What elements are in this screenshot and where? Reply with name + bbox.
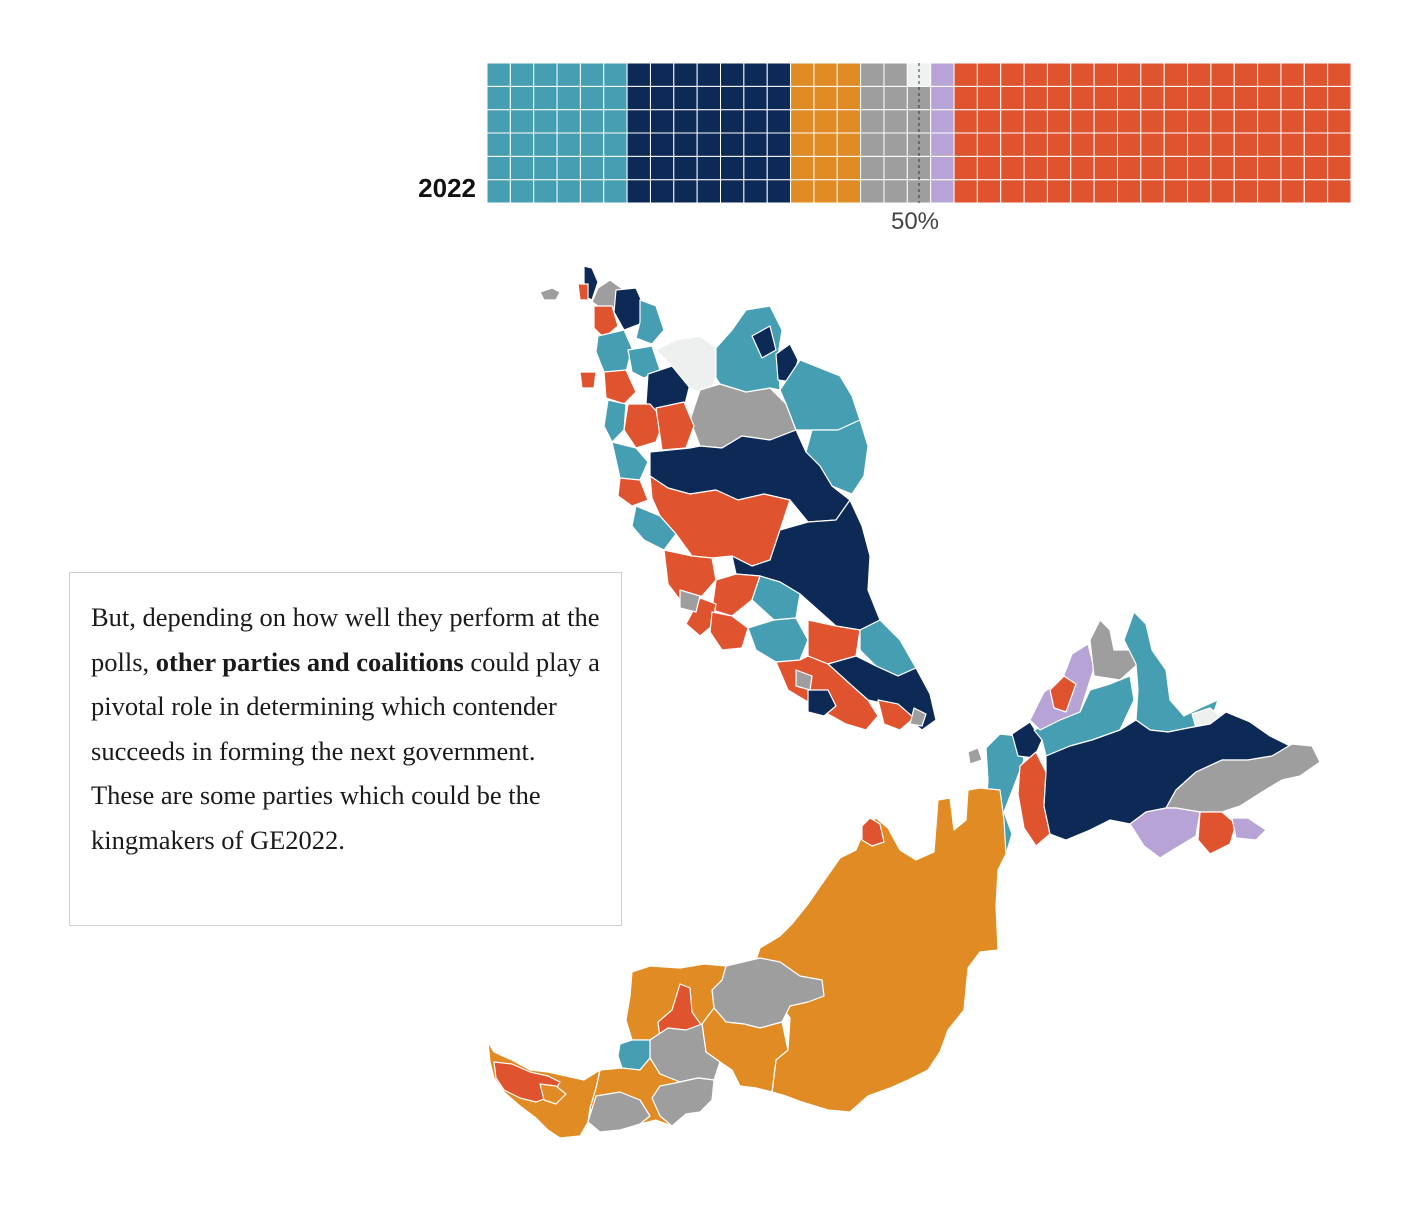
map-region <box>755 787 1007 1113</box>
map-region <box>711 573 761 617</box>
map-region <box>909 707 927 727</box>
map-region <box>617 477 649 507</box>
map-region <box>709 611 749 651</box>
map-region <box>651 1077 715 1127</box>
seat-cell <box>1327 63 1351 87</box>
map-region <box>635 299 665 345</box>
map-region <box>747 617 809 663</box>
map-region <box>595 329 633 373</box>
map-region <box>679 589 701 613</box>
peninsular-malaysia <box>539 265 937 731</box>
sarawak <box>487 787 1007 1139</box>
map-region <box>539 1083 567 1105</box>
map-region <box>539 287 561 301</box>
map-region <box>967 747 983 765</box>
seat-chart-year: 2022 <box>418 173 476 203</box>
map-region <box>577 283 589 301</box>
map-region <box>877 699 915 731</box>
story-text-emphasis: other parties and coalitions <box>155 646 464 677</box>
map-region <box>579 371 597 389</box>
map-region <box>663 549 717 601</box>
map-region <box>861 817 885 847</box>
map-region <box>795 669 813 691</box>
sabah <box>967 611 1321 859</box>
map-region <box>593 305 619 339</box>
story-text-box: But, depending on how well they perform … <box>69 572 622 926</box>
map-region <box>1129 807 1201 859</box>
map-region <box>611 441 649 481</box>
majority-midpoint-label: 50% <box>890 208 940 235</box>
map-region <box>603 399 627 443</box>
story-text-part1: But, depending on how well they perform … <box>91 602 600 677</box>
map-region <box>685 597 717 637</box>
map-region <box>1123 611 1219 733</box>
map-region <box>807 689 837 717</box>
map-region <box>701 1007 789 1093</box>
map-region <box>751 325 777 359</box>
map-region <box>1231 817 1267 841</box>
story-text-part2: could play a pivotal role in determining… <box>91 646 600 855</box>
map-region <box>587 1091 651 1133</box>
map-region <box>603 369 637 405</box>
seat-waffle-chart <box>487 63 1351 203</box>
story-paragraph: But, depending on how well they perform … <box>91 595 601 862</box>
map-region <box>1049 675 1077 713</box>
map-region <box>1197 811 1237 855</box>
map-region <box>655 401 695 451</box>
